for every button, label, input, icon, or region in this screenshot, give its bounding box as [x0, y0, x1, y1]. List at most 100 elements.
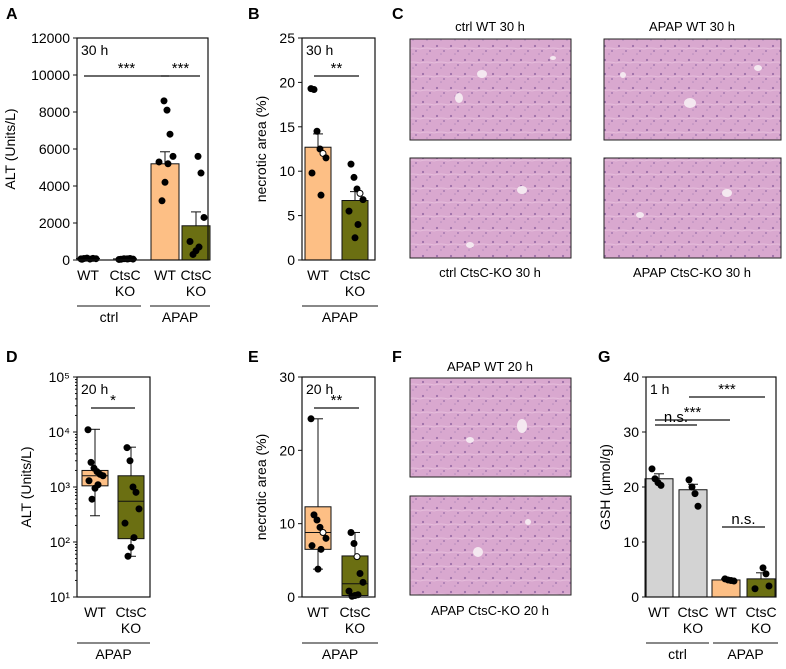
- group-label: APAP: [162, 309, 198, 325]
- group-label: APAP: [322, 646, 358, 662]
- data-point: [348, 592, 356, 600]
- y-tick-label: 30: [623, 424, 639, 440]
- panel-letter-a: A: [6, 6, 18, 23]
- chart-panel-d: 10¹ 10² 10³ 10⁴ 10⁵ ALT (Units/L) 20 h* WT CtsCK…: [18, 369, 151, 662]
- panel-letter-c: C: [392, 6, 404, 23]
- x-tick-label: WT: [154, 267, 176, 283]
- y-tick-label: 0: [631, 589, 639, 605]
- data-point: [308, 542, 316, 550]
- time-annotation: 20 h: [81, 381, 108, 397]
- y-tick-label: 10⁴: [48, 424, 70, 440]
- data-point: [314, 565, 322, 573]
- histology-panel-c1: ctrl WT 30 h: [409, 19, 572, 141]
- significance-label: n.s.: [731, 511, 755, 528]
- histology-caption: APAP CtsC-KO 20 h: [431, 603, 549, 618]
- data-point: [751, 585, 759, 593]
- significance-label: ***: [172, 60, 190, 77]
- x-tick-label: WT: [307, 604, 329, 620]
- y-tick-label: 15: [279, 119, 295, 135]
- x-tick-label: KO: [683, 620, 703, 636]
- group-label: ctrl: [100, 309, 119, 325]
- data-point: [158, 197, 166, 205]
- y-tick-label: 10000: [31, 67, 70, 83]
- vessel-lumen: [754, 65, 762, 71]
- plot-frame: [645, 376, 777, 598]
- data-point: [78, 255, 86, 263]
- data-point: [313, 516, 321, 524]
- y-tick-label: 6000: [39, 141, 70, 157]
- y-tick-label: 20: [279, 74, 295, 90]
- vessel-lumen: [473, 547, 483, 557]
- significance-label: n.s.: [664, 409, 688, 426]
- data-point: [169, 152, 177, 160]
- x-tick-label: CtsC: [180, 267, 211, 283]
- data-point: [356, 189, 364, 197]
- x-tick-label: WT: [648, 604, 670, 620]
- histology-caption: ctrl WT 30 h: [455, 19, 525, 34]
- histology-image: [409, 157, 572, 259]
- plot-frame: [301, 376, 376, 598]
- data-point: [91, 484, 99, 492]
- vessel-lumen: [477, 70, 487, 78]
- data-point: [345, 587, 353, 595]
- x-tick-label: CtsC: [339, 267, 370, 283]
- data-point: [316, 523, 324, 531]
- histology-caption: APAP CtsC-KO 30 h: [633, 265, 751, 280]
- x-tick-label: KO: [121, 620, 141, 636]
- data-point: [322, 154, 330, 162]
- data-point: [92, 255, 100, 263]
- y-tick-label: 10: [279, 516, 295, 532]
- data-point: [124, 255, 132, 263]
- vessel-lumen: [722, 189, 732, 197]
- data-point: [347, 160, 355, 168]
- data-point: [163, 106, 171, 114]
- data-point: [347, 528, 355, 536]
- vessel-lumen: [466, 437, 474, 443]
- data-point: [186, 238, 194, 245]
- significance-label: **: [331, 60, 343, 77]
- y-tick-label: 0: [287, 589, 295, 605]
- group-label: APAP: [322, 309, 358, 325]
- x-tick-label: KO: [345, 620, 365, 636]
- data-point: [353, 553, 361, 561]
- x-tick-label: KO: [186, 283, 206, 299]
- data-point: [319, 528, 327, 536]
- y-axis-title: ALT (Units/L): [18, 446, 34, 527]
- y-tick-label: 10³: [50, 479, 71, 495]
- y-tick-label: 30: [279, 369, 295, 385]
- data-point: [694, 502, 702, 510]
- histology-image: [409, 495, 572, 596]
- y-axis-title: GSH (μmol/g): [597, 444, 613, 530]
- data-point: [657, 481, 665, 489]
- bar: [150, 163, 180, 261]
- histology-panel-c2: APAP WT 30 h: [603, 19, 782, 141]
- time-annotation: 30 h: [81, 42, 108, 58]
- y-tick-label: 10: [623, 534, 639, 550]
- vessel-lumen: [517, 186, 527, 194]
- vessel-lumen: [636, 212, 644, 218]
- panel-letter-g: G: [598, 349, 610, 366]
- data-point: [123, 444, 131, 452]
- plot-frame: [301, 37, 376, 261]
- data-point: [135, 505, 143, 513]
- y-tick-label: 10¹: [50, 589, 71, 605]
- vessel-lumen: [525, 519, 531, 525]
- bar: [304, 146, 332, 261]
- x-tick-label: CtsC: [115, 604, 146, 620]
- histology-image: [603, 157, 782, 259]
- data-point: [688, 483, 696, 491]
- chart-panel-a: 0 2000 4000 6000 8000 10000 12000 ALT (Units/L)…: [2, 30, 212, 325]
- chart-panel-b: 0 5 10 15 20 25 necrotic area (%) 30 h ** WT CtsCK…: [253, 30, 378, 325]
- x-tick-label: WT: [307, 267, 329, 283]
- data-point: [130, 534, 138, 542]
- data-point: [762, 570, 770, 578]
- vessel-lumen: [455, 93, 463, 103]
- x-tick-label: CtsC: [677, 604, 708, 620]
- x-tick-label: WT: [77, 267, 99, 283]
- histology-panel-c3: ctrl CtsC-KO 30 h: [409, 157, 572, 280]
- significance-label: ***: [718, 381, 736, 398]
- histology-caption: APAP WT 30 h: [649, 19, 735, 34]
- histology-caption: APAP WT 20 h: [447, 359, 533, 374]
